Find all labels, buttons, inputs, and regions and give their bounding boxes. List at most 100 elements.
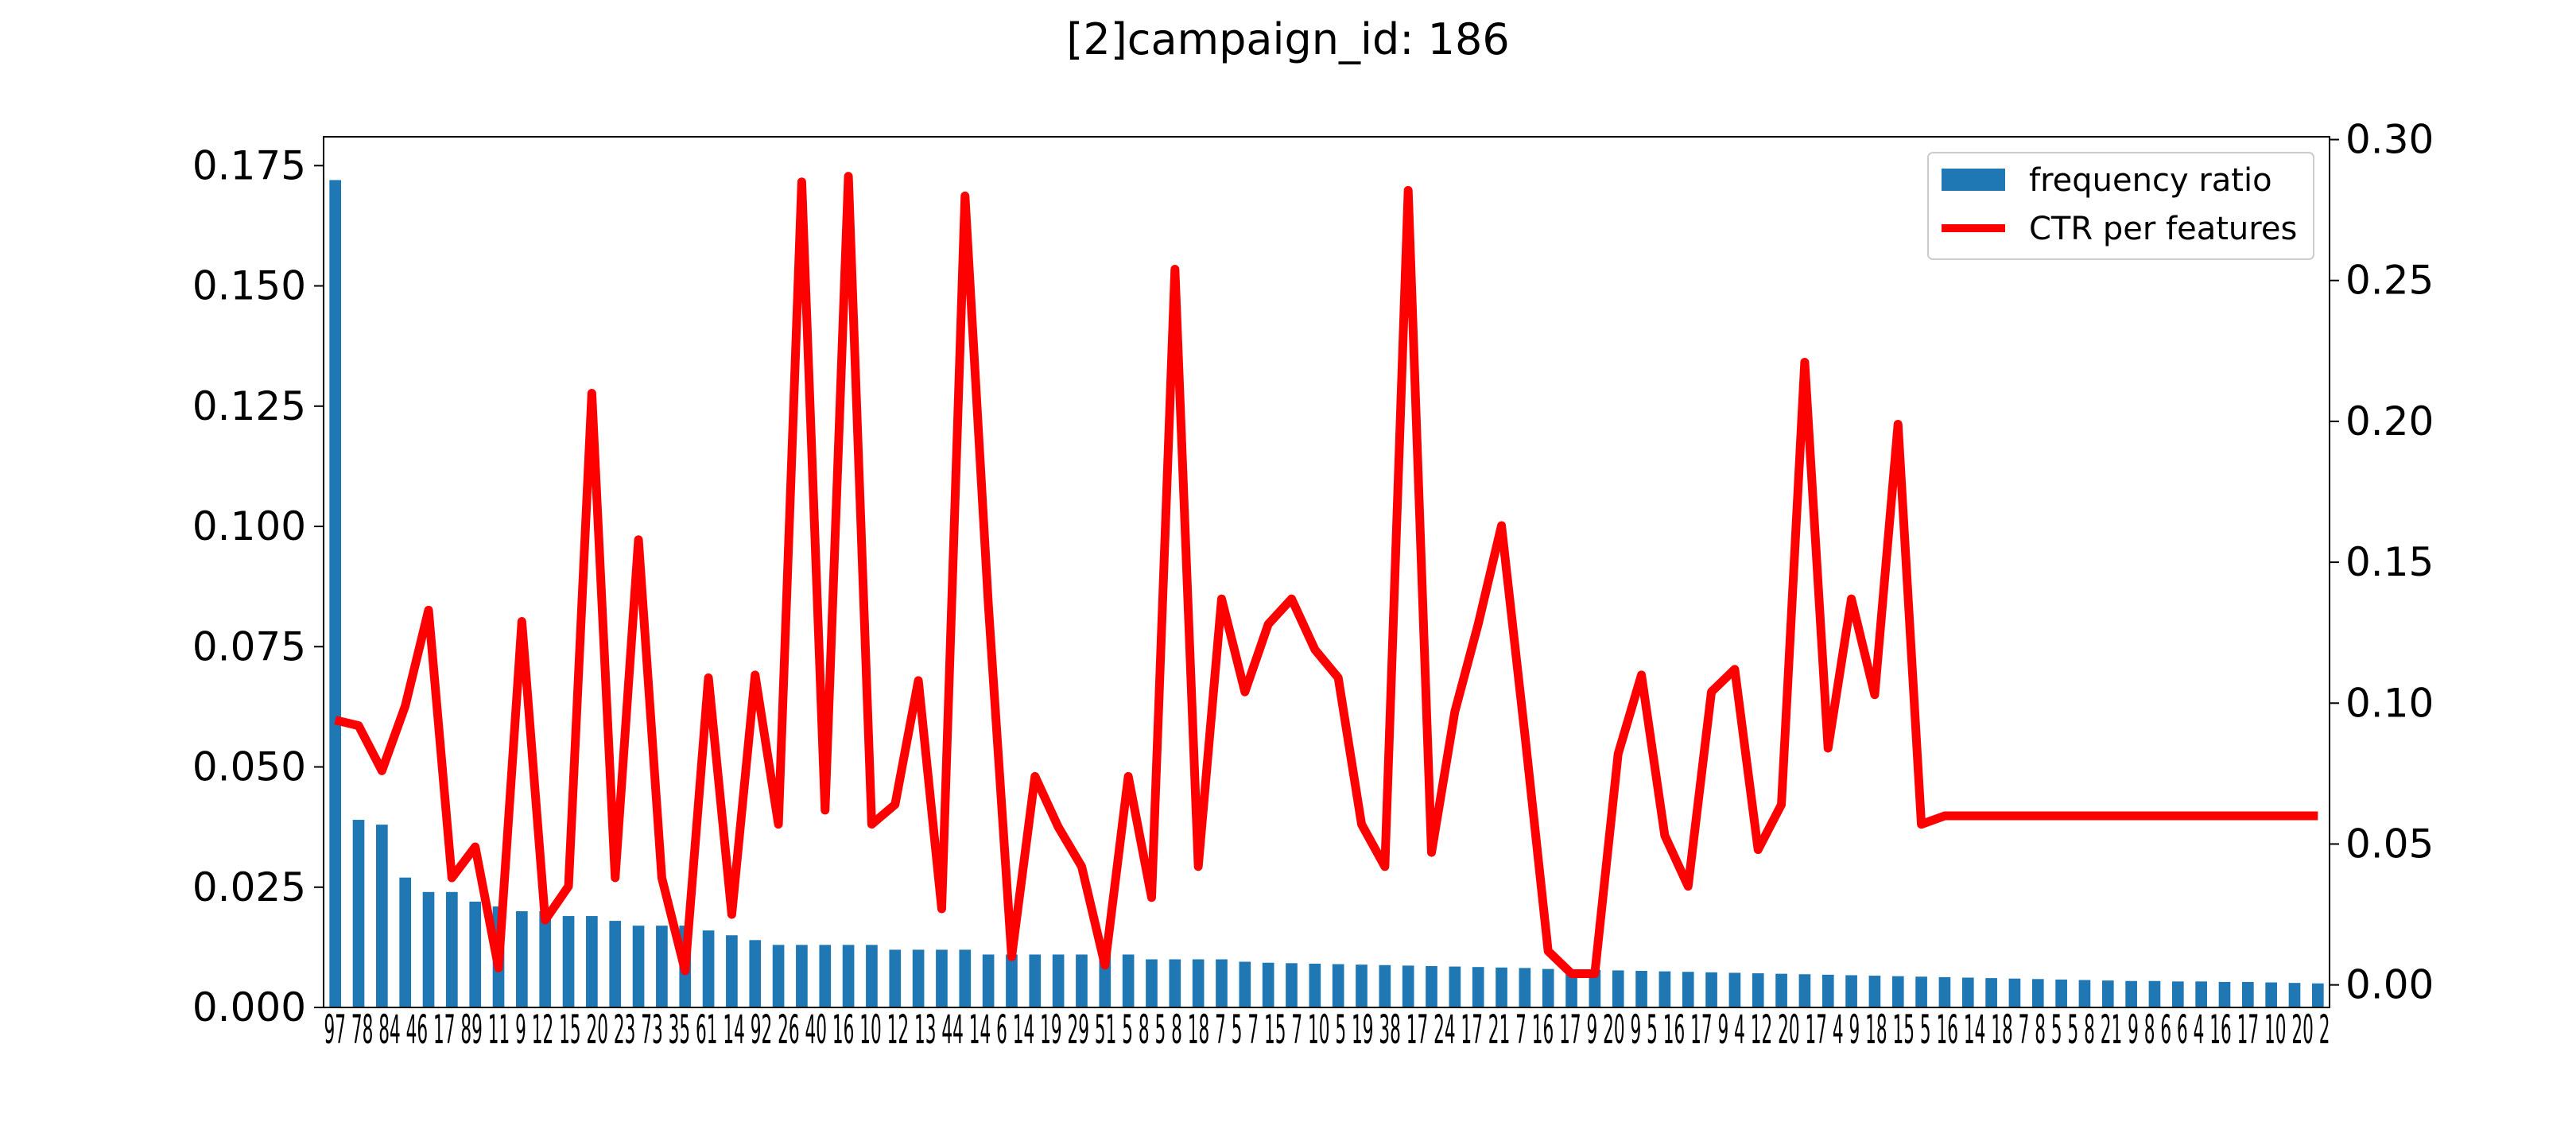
bar-22 bbox=[842, 945, 855, 1007]
bar-3 bbox=[399, 877, 412, 1007]
bar-9 bbox=[539, 911, 552, 1007]
bar-24 bbox=[889, 949, 902, 1007]
bar-43 bbox=[1332, 964, 1344, 1007]
bar-52 bbox=[1542, 968, 1554, 1007]
right-tick-label-0: 0.00 bbox=[2345, 962, 2434, 1008]
bar-55 bbox=[1612, 970, 1624, 1007]
bar-79 bbox=[2171, 981, 2184, 1007]
left-tick-label-0: 0.000 bbox=[192, 984, 306, 1030]
bar-14 bbox=[656, 926, 668, 1007]
right-tick-label-6: 0.30 bbox=[2345, 117, 2434, 163]
bar-32 bbox=[1076, 954, 1088, 1007]
bar-84 bbox=[2288, 983, 2301, 1007]
bar-42 bbox=[1309, 963, 1321, 1007]
bar-66 bbox=[1868, 976, 1881, 1007]
left-tick-label-2: 0.050 bbox=[192, 744, 306, 790]
bar-78 bbox=[2148, 980, 2161, 1007]
x-tick-labels: 97 78 84 46 17 89 11 9 12 15 20 23 73 35… bbox=[324, 1007, 2330, 1053]
bar-11 bbox=[586, 916, 598, 1007]
bar-16 bbox=[702, 930, 715, 1007]
bar-30 bbox=[1029, 954, 1042, 1007]
right-tick-label-5: 0.25 bbox=[2345, 258, 2434, 304]
right-y-axis: 0.00 0.05 0.10 0.15 0.20 0.25 0.30 bbox=[2330, 117, 2434, 1008]
line-series-ctr-per-features bbox=[334, 172, 2318, 978]
bar-60 bbox=[1728, 972, 1741, 1007]
left-tick-label-1: 0.025 bbox=[192, 864, 306, 910]
bar-65 bbox=[1845, 975, 1857, 1007]
left-tick-label-3: 0.075 bbox=[192, 623, 306, 670]
bar-70 bbox=[1961, 977, 1974, 1007]
legend-label-ctr-per-features: CTR per features bbox=[2029, 211, 2297, 247]
bar-8 bbox=[516, 911, 528, 1007]
bar-20 bbox=[796, 945, 808, 1007]
bar-58 bbox=[1682, 972, 1694, 1007]
bar-67 bbox=[1891, 976, 1904, 1007]
bar-57 bbox=[1658, 971, 1671, 1007]
bar-23 bbox=[866, 945, 878, 1007]
bar-69 bbox=[1938, 976, 1951, 1007]
bar-45 bbox=[1379, 965, 1391, 1007]
bar-41 bbox=[1286, 963, 1298, 1007]
legend: frequency ratio CTR per features bbox=[1927, 152, 2314, 260]
left-tick-label-4: 0.100 bbox=[192, 503, 306, 549]
bar-34 bbox=[1122, 954, 1135, 1007]
bar-82 bbox=[2241, 981, 2254, 1007]
bar-25 bbox=[912, 949, 925, 1007]
bar-71 bbox=[1985, 978, 1997, 1007]
bar-46 bbox=[1402, 965, 1414, 1007]
bar-62 bbox=[1775, 973, 1787, 1007]
bar-38 bbox=[1216, 959, 1228, 1007]
bar-76 bbox=[2101, 980, 2114, 1007]
bar-5 bbox=[446, 891, 458, 1007]
bar-12 bbox=[609, 921, 622, 1007]
bar-75 bbox=[2078, 980, 2091, 1007]
bar-68 bbox=[1915, 976, 1927, 1007]
bar-18 bbox=[749, 940, 762, 1007]
bar-2 bbox=[376, 825, 388, 1007]
plot-frame bbox=[323, 136, 2330, 1008]
bar-10 bbox=[562, 916, 575, 1007]
bar-13 bbox=[632, 926, 645, 1007]
bar-6 bbox=[469, 901, 482, 1007]
right-tick-label-1: 0.05 bbox=[2345, 821, 2434, 867]
bar-31 bbox=[1052, 954, 1065, 1007]
bar-81 bbox=[2218, 981, 2231, 1007]
bar-4 bbox=[422, 891, 435, 1007]
bar-0 bbox=[329, 180, 341, 1008]
bar-21 bbox=[819, 945, 832, 1007]
bar-series-frequency-ratio bbox=[329, 180, 2324, 1008]
left-tick-label-6: 0.150 bbox=[192, 263, 306, 309]
bar-44 bbox=[1356, 965, 1368, 1007]
bar-26 bbox=[936, 949, 948, 1007]
bar-83 bbox=[2265, 982, 2277, 1007]
bar-72 bbox=[2008, 978, 2021, 1007]
bar-28 bbox=[982, 954, 995, 1007]
bar-48 bbox=[1449, 966, 1461, 1007]
left-tick-label-7: 0.175 bbox=[192, 142, 306, 188]
bar-53 bbox=[1565, 969, 1577, 1007]
bar-36 bbox=[1169, 959, 1181, 1007]
bar-39 bbox=[1239, 961, 1251, 1007]
right-tick-label-4: 0.20 bbox=[2345, 398, 2434, 444]
bar-56 bbox=[1635, 971, 1647, 1007]
bar-47 bbox=[1426, 965, 1437, 1007]
bar-37 bbox=[1192, 959, 1205, 1007]
bar-54 bbox=[1589, 969, 1601, 1007]
bar-19 bbox=[772, 945, 785, 1007]
bar-27 bbox=[959, 949, 972, 1007]
bar-35 bbox=[1146, 959, 1158, 1007]
bar-85 bbox=[2312, 983, 2324, 1007]
bar-63 bbox=[1798, 974, 1811, 1007]
bar-17 bbox=[726, 935, 738, 1007]
right-tick-label-2: 0.10 bbox=[2345, 680, 2434, 726]
left-y-axis: 0.000 0.025 0.050 0.075 0.100 0.125 0.150 0.175 bbox=[192, 142, 324, 1030]
legend-swatch-frequency-ratio bbox=[1942, 169, 2005, 191]
bar-49 bbox=[1472, 967, 1484, 1007]
legend-box bbox=[1927, 152, 2314, 260]
chart-title: [2]campaign_id: 186 bbox=[1066, 14, 1509, 64]
left-tick-label-5: 0.125 bbox=[192, 383, 306, 429]
bar-29 bbox=[1006, 954, 1018, 1007]
bar-40 bbox=[1262, 962, 1274, 1007]
bar-73 bbox=[2031, 979, 2044, 1007]
